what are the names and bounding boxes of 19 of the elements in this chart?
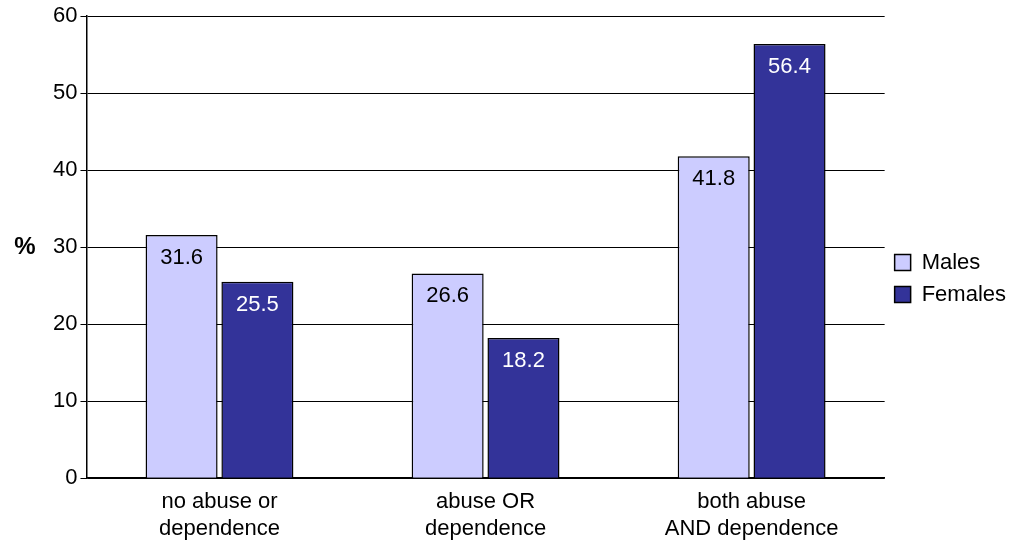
y-axis-title: %	[14, 231, 36, 259]
data-label: 26.6	[426, 282, 470, 308]
y-tick-label: 40	[52, 156, 78, 182]
data-label: 25.5	[236, 290, 279, 316]
y-tick-label: 0	[65, 464, 78, 490]
data-label: 56.4	[768, 52, 811, 78]
data-label: 31.6	[160, 243, 203, 269]
x-tick-label: abuse OR dependence	[424, 488, 547, 540]
legend-label: Females	[921, 280, 1006, 306]
x-tick-label: no abuse or dependence	[158, 488, 281, 540]
y-tick-label: 60	[52, 2, 78, 28]
data-label: 18.2	[502, 347, 545, 373]
y-tick-label: 20	[52, 310, 78, 336]
y-tick-label: 30	[52, 233, 78, 259]
x-tick-label: both abuse AND dependence	[664, 488, 839, 540]
data-label: 41.8	[692, 165, 736, 191]
y-tick-label: 50	[52, 79, 78, 105]
legend-label: Males	[921, 248, 981, 274]
y-tick-label: 10	[52, 387, 78, 413]
